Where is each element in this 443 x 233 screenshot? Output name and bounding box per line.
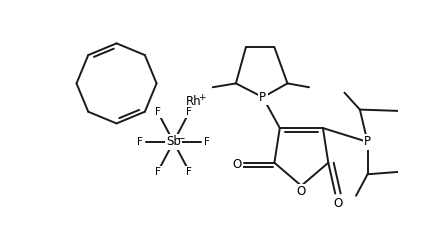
Text: P: P bbox=[259, 91, 266, 104]
Text: F: F bbox=[155, 167, 161, 177]
Text: F: F bbox=[205, 137, 210, 147]
Text: −: − bbox=[177, 134, 186, 144]
Text: P: P bbox=[364, 135, 371, 148]
Text: F: F bbox=[187, 107, 192, 117]
Text: F: F bbox=[155, 107, 161, 117]
Text: F: F bbox=[187, 167, 192, 177]
Text: O: O bbox=[297, 185, 306, 199]
Text: F: F bbox=[137, 137, 143, 147]
Text: Sb: Sb bbox=[166, 135, 181, 148]
Text: O: O bbox=[233, 158, 242, 171]
Text: +: + bbox=[198, 93, 206, 102]
Text: Rh: Rh bbox=[186, 95, 202, 108]
Text: O: O bbox=[333, 197, 342, 210]
